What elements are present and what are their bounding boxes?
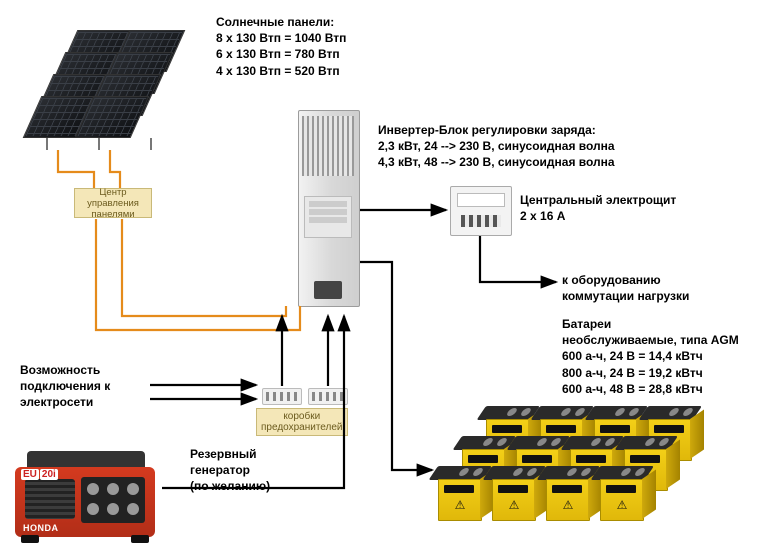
battery [492,466,546,518]
solar-panels-label: Солнечные панели: 8 х 130 Втп = 1040 Втп… [216,14,346,79]
fuse-box-label: коробкипредохранителей [256,408,348,436]
switchboard [450,186,512,236]
batteries-label: Батареи необслуживаемые, типа AGM 600 а-… [562,316,739,397]
panel-control-center: Центр управления панелями [74,188,152,218]
backup-generator: HONDA EU20i [15,445,185,543]
battery [546,466,600,518]
fuse-box [308,388,348,405]
generator-brand: HONDA [23,523,59,533]
generator-label: Резервный генератор (по желанию) [190,446,270,495]
inverter-block [298,110,358,305]
control-center-label: Центр управления панелями [79,187,147,220]
generator-model: EU20i [21,469,59,480]
battery [600,466,654,518]
battery [438,466,492,518]
inverter-label: Инвертер-Блок регулировки заряда: 2,3 кВ… [378,122,615,171]
switchboard-label: Центральный электрощит 2 х 16 А [520,192,676,224]
fuse-box [262,388,302,405]
grid-connection-label: Возможность подключения к электросети [20,362,110,411]
to-load-label: к оборудованию коммутации нагрузки [562,272,689,304]
